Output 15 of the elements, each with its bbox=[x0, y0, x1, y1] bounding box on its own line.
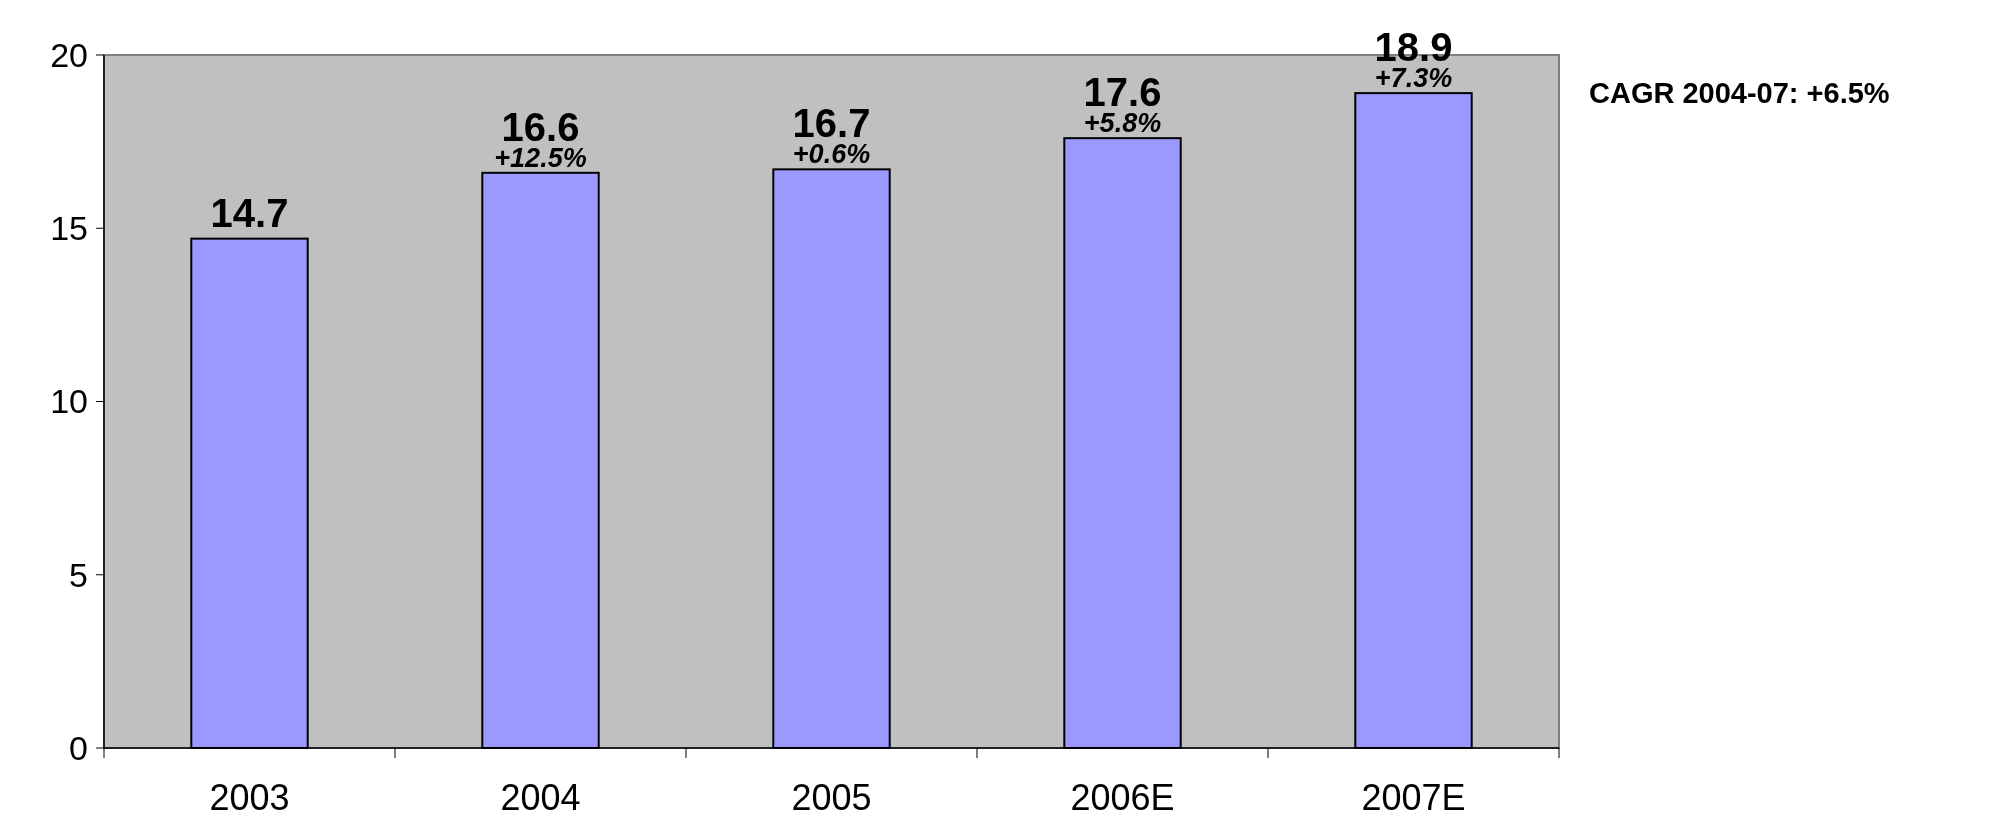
y-tick-label: 20 bbox=[50, 35, 88, 74]
annotation: +5.8% bbox=[1083, 108, 1162, 139]
x-tick-label: 2003 bbox=[209, 777, 290, 818]
data-label: 14.7 bbox=[210, 190, 289, 235]
annotation: +0.6% bbox=[792, 139, 871, 170]
x-tick-label: 2004 bbox=[500, 777, 581, 818]
annotation: +7.3% bbox=[1374, 63, 1453, 94]
x-tick-label: 2005 bbox=[791, 777, 872, 818]
x-tick-label: 2007E bbox=[1361, 777, 1466, 818]
y-tick-label: 10 bbox=[50, 382, 88, 421]
x-tick-label: 2006E bbox=[1070, 777, 1175, 818]
y-tick-label: 5 bbox=[69, 555, 88, 594]
text: CAGR 2004-07: +6.5% bbox=[1589, 77, 1890, 109]
y-tick-label: 0 bbox=[69, 728, 88, 767]
y-tick-label: 15 bbox=[50, 209, 88, 248]
